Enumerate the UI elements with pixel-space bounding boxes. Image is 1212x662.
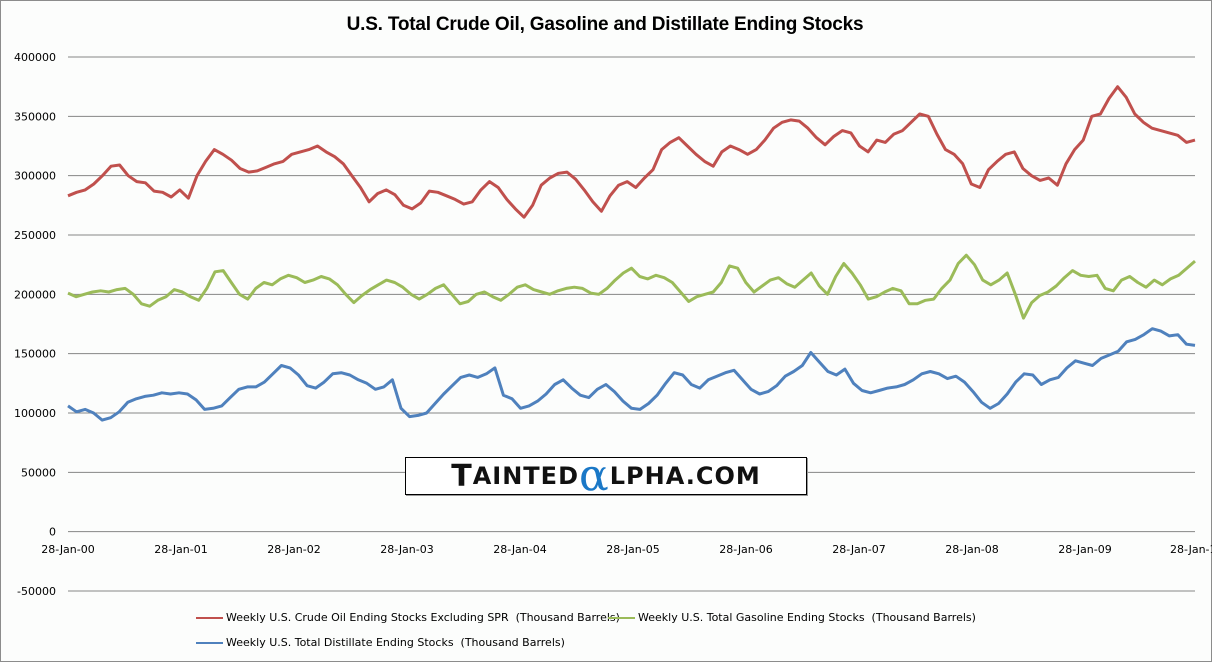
- x-tick-label: 28-Jan-1: [1170, 543, 1212, 556]
- distillate-line: [67, 327, 1196, 422]
- x-tick-label: 28-Jan-07: [832, 543, 886, 556]
- x-tick-label: 28-Jan-02: [267, 543, 321, 556]
- legend-swatch-distillate: [196, 641, 223, 644]
- legend-item-gasoline: Weekly U.S. Total Gasoline Ending Stocks…: [608, 611, 976, 624]
- y-tick-label: 250000: [14, 229, 56, 242]
- gridlines: [68, 56, 1195, 592]
- legend-item-distillate: Weekly U.S. Total Distillate Ending Stoc…: [196, 636, 565, 649]
- legend-swatch-crude: [196, 616, 223, 619]
- y-tick-label: 0: [49, 526, 56, 539]
- y-tick-label: -50000: [17, 585, 56, 598]
- x-tick-label: 28-Jan-05: [606, 543, 660, 556]
- x-tick-label: 28-Jan-04: [493, 543, 547, 556]
- x-axis-ticks: 28-Jan-00 28-Jan-01 28-Jan-02 28-Jan-03 28-J…: [41, 543, 1212, 556]
- legend-label-distillate: Weekly U.S. Total Distillate Ending Stoc…: [226, 636, 565, 649]
- watermark-logo: T AINTED α LPHA.COM: [405, 454, 807, 498]
- y-tick-label: 150000: [14, 348, 56, 361]
- y-tick-label: 200000: [14, 288, 56, 301]
- y-tick-label: 50000: [21, 466, 56, 479]
- x-tick-label: 28-Jan-09: [1058, 543, 1112, 556]
- legend-label-crude: Weekly U.S. Crude Oil Ending Stocks Excl…: [226, 611, 620, 624]
- x-tick-label: 28-Jan-06: [719, 543, 773, 556]
- y-tick-label: 100000: [14, 407, 56, 420]
- y-tick-label: 400000: [14, 51, 56, 64]
- x-tick-label: 28-Jan-01: [154, 543, 208, 556]
- y-tick-label: 300000: [14, 170, 56, 183]
- legend-item-crude: Weekly U.S. Crude Oil Ending Stocks Excl…: [196, 611, 620, 624]
- legend-swatch-gasoline: [608, 616, 635, 619]
- x-tick-label: 28-Jan-03: [380, 543, 434, 556]
- x-tick-label: 28-Jan-08: [945, 543, 999, 556]
- x-tick-label: 28-Jan-00: [41, 543, 95, 556]
- crude-oil-line: [67, 85, 1196, 219]
- series-lines: [67, 85, 1196, 422]
- gasoline-line: [67, 253, 1196, 320]
- chart-title: U.S. Total Crude Oil, Gasoline and Disti…: [346, 14, 864, 35]
- y-axis-ticks: 400000 350000 300000 250000 200000 150000 1000…: [14, 51, 56, 598]
- legend-label-gasoline: Weekly U.S. Total Gasoline Ending Stocks…: [638, 611, 976, 624]
- y-tick-label: 350000: [14, 110, 56, 123]
